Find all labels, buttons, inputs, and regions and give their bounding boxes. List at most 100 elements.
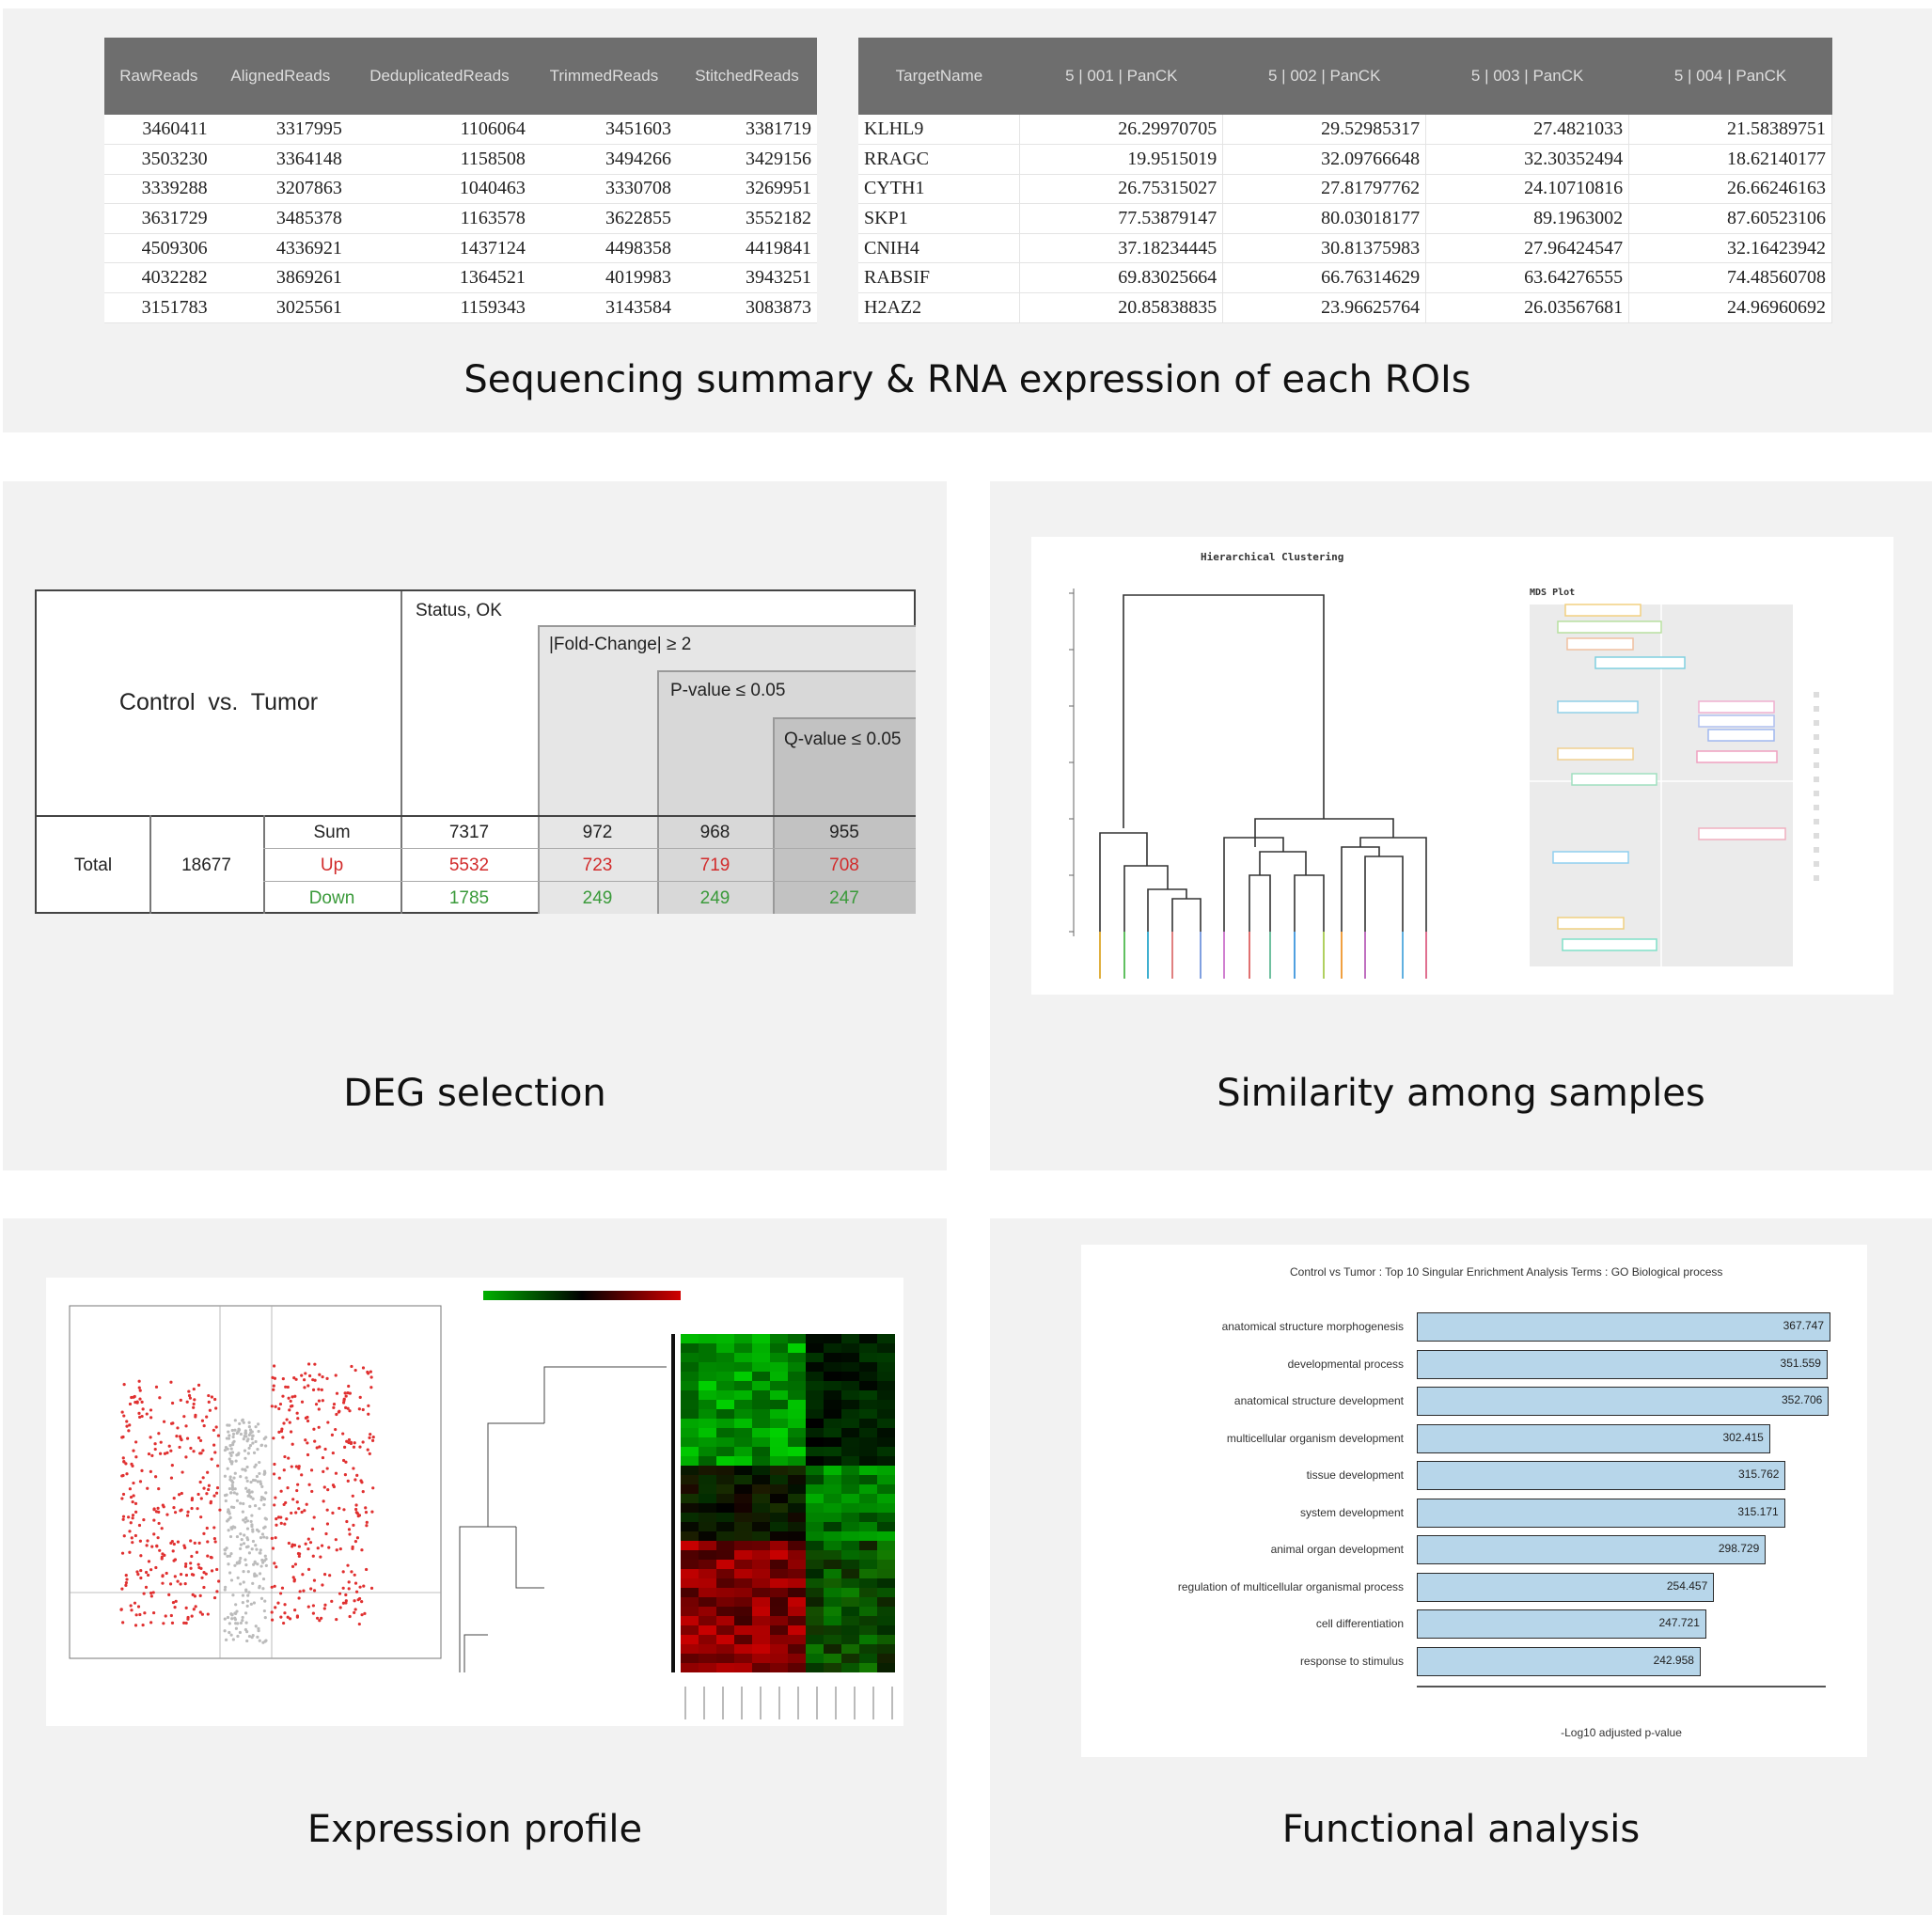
volcano-point bbox=[245, 1519, 250, 1523]
volcano-point bbox=[330, 1599, 334, 1603]
heatmap-cell bbox=[859, 1531, 877, 1541]
volcano-point bbox=[272, 1364, 276, 1368]
volcano-point bbox=[249, 1495, 253, 1499]
volcano-point bbox=[135, 1401, 139, 1405]
volcano-point bbox=[192, 1608, 196, 1611]
volcano-point bbox=[344, 1593, 348, 1597]
volcano-point bbox=[130, 1609, 134, 1612]
volcano-point bbox=[235, 1609, 239, 1613]
heatmap-cell bbox=[734, 1390, 752, 1400]
seq-cell: 3151783 bbox=[104, 292, 213, 323]
volcano-point bbox=[311, 1604, 315, 1608]
volcano-point bbox=[230, 1428, 234, 1433]
bar-value-label: 351.559 bbox=[1780, 1356, 1821, 1370]
heatmap-cell bbox=[716, 1550, 734, 1560]
volcano-point bbox=[185, 1436, 190, 1440]
volcano-point bbox=[197, 1541, 201, 1545]
heatmap-cell bbox=[716, 1390, 734, 1400]
heatmap-cell bbox=[877, 1447, 895, 1456]
heatmap-cell bbox=[752, 1475, 770, 1484]
heatmap-cell bbox=[806, 1475, 824, 1484]
heatmap-cell bbox=[770, 1475, 788, 1484]
volcano-point bbox=[134, 1510, 138, 1514]
volcano-point bbox=[367, 1404, 370, 1407]
volcano-point bbox=[164, 1614, 167, 1618]
heatmap-cell bbox=[770, 1616, 788, 1625]
expr-cell: 24.96960692 bbox=[1628, 292, 1832, 323]
volcano-point bbox=[320, 1616, 323, 1620]
volcano-point bbox=[234, 1626, 238, 1630]
seq-row: 4509306 4336921 1437124 4498358 4419841 bbox=[104, 233, 817, 264]
heatmap-cell bbox=[824, 1428, 841, 1437]
volcano-point bbox=[369, 1370, 372, 1373]
heatmap-cell bbox=[681, 1353, 699, 1362]
volcano-point bbox=[134, 1455, 138, 1459]
heatmap-cell bbox=[841, 1635, 859, 1644]
volcano-point bbox=[150, 1545, 154, 1548]
heatmap-cell bbox=[716, 1635, 734, 1644]
volcano-point bbox=[200, 1576, 204, 1579]
volcano-point bbox=[306, 1452, 310, 1457]
volcano-point bbox=[241, 1618, 244, 1623]
volcano-point bbox=[183, 1581, 187, 1586]
volcano-point bbox=[274, 1405, 277, 1408]
volcano-point bbox=[247, 1488, 251, 1492]
heatmap-cell bbox=[734, 1541, 752, 1550]
heatmap-cell bbox=[716, 1578, 734, 1588]
enrichment-bar: 352.706 bbox=[1417, 1387, 1830, 1416]
heatmap-cell bbox=[716, 1588, 734, 1597]
heatmap-cell bbox=[770, 1597, 788, 1607]
volcano-point bbox=[295, 1614, 300, 1618]
volcano-point bbox=[228, 1475, 232, 1479]
seq-row: 4032282 3869261 1364521 4019983 3943251 bbox=[104, 262, 817, 294]
volcano-point bbox=[317, 1388, 321, 1391]
volcano-point bbox=[136, 1573, 140, 1577]
volcano-point bbox=[184, 1455, 188, 1459]
volcano-point bbox=[202, 1585, 206, 1590]
volcano-point bbox=[363, 1611, 367, 1615]
volcano-point bbox=[347, 1437, 352, 1442]
heatmap-cell bbox=[699, 1400, 716, 1409]
heatmap-cell bbox=[788, 1400, 806, 1409]
volcano-point bbox=[254, 1544, 258, 1547]
bar-term-label: cell differentiation bbox=[1315, 1617, 1404, 1630]
volcano-point bbox=[262, 1535, 266, 1539]
heatmap-cell bbox=[788, 1362, 806, 1372]
heatmap-cell bbox=[770, 1466, 788, 1475]
volcano-point bbox=[247, 1591, 251, 1594]
heatmap-cell bbox=[752, 1663, 770, 1672]
volcano-point bbox=[255, 1547, 259, 1551]
deg-count: 7317 bbox=[448, 823, 490, 842]
heatmap-cell bbox=[734, 1531, 752, 1541]
heatmap-cell bbox=[806, 1466, 824, 1475]
deg-count: 719 bbox=[699, 855, 730, 875]
volcano-point bbox=[274, 1496, 277, 1499]
volcano-point bbox=[199, 1497, 203, 1500]
heatmap-cell bbox=[752, 1334, 770, 1343]
volcano-point bbox=[243, 1611, 248, 1615]
heatmap-cell bbox=[841, 1503, 859, 1513]
seq-cell: 1159343 bbox=[347, 292, 531, 323]
expr-cell: 69.83025664 bbox=[1019, 262, 1224, 294]
heatmap-cell bbox=[752, 1569, 770, 1578]
volcano-point bbox=[288, 1617, 292, 1621]
seq-cell: 4419841 bbox=[676, 233, 817, 264]
volcano-point bbox=[185, 1400, 189, 1404]
heatmap-cell bbox=[806, 1390, 824, 1400]
deg-fold: |Fold-Change| ≥ 2 bbox=[549, 635, 692, 654]
heatmap-cell bbox=[734, 1503, 752, 1513]
volcano-point bbox=[212, 1443, 216, 1447]
volcano-point bbox=[326, 1421, 330, 1424]
expr-cell: 32.09766648 bbox=[1222, 144, 1427, 175]
heatmap-cell bbox=[788, 1390, 806, 1400]
volcano-point bbox=[141, 1623, 145, 1627]
volcano-point bbox=[303, 1378, 306, 1382]
volcano-point bbox=[127, 1429, 131, 1433]
expr-target-name: H2AZ2 bbox=[858, 292, 1021, 323]
volcano-point bbox=[158, 1548, 162, 1552]
volcano-point bbox=[250, 1635, 254, 1640]
volcano-point bbox=[198, 1438, 203, 1443]
heatmap-cell bbox=[699, 1362, 716, 1372]
volcano-point bbox=[259, 1498, 263, 1502]
heatmap-cell bbox=[752, 1560, 770, 1569]
